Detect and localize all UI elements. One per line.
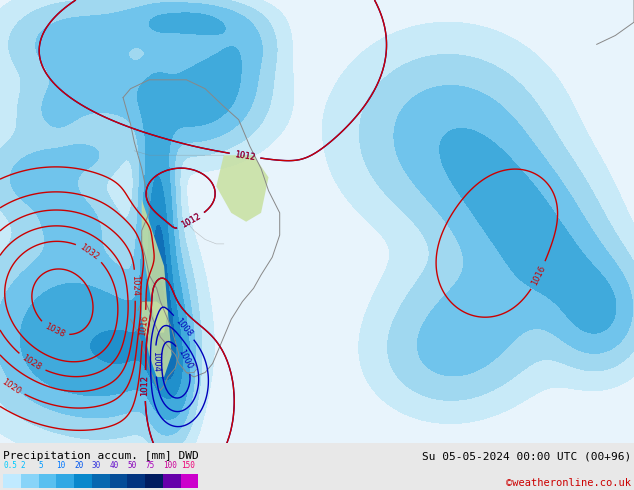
Bar (181, 474, 198, 488)
Text: 100: 100 (163, 461, 177, 470)
Text: 1012: 1012 (179, 212, 202, 230)
Bar (163, 474, 181, 488)
Text: 1028: 1028 (20, 353, 43, 372)
Text: 1012: 1012 (179, 212, 202, 230)
Text: 50: 50 (127, 461, 137, 470)
Polygon shape (142, 199, 168, 333)
Text: 2: 2 (21, 461, 25, 470)
Text: 1012: 1012 (141, 375, 150, 396)
Bar (127, 474, 145, 488)
Text: 1032: 1032 (79, 242, 101, 262)
Bar (74, 474, 92, 488)
Text: 10: 10 (56, 461, 66, 470)
Polygon shape (142, 301, 172, 377)
Text: 1016: 1016 (530, 264, 547, 287)
Text: 0.5: 0.5 (3, 461, 17, 470)
Text: 1012: 1012 (141, 375, 150, 396)
Text: 1024: 1024 (130, 274, 139, 296)
Bar (110, 474, 127, 488)
Bar (145, 474, 163, 488)
Text: 20: 20 (74, 461, 84, 470)
Bar (39, 474, 56, 488)
Text: 75: 75 (145, 461, 155, 470)
Bar (56, 474, 74, 488)
Bar (21, 474, 39, 488)
Bar (92, 474, 110, 488)
Text: 150: 150 (181, 461, 195, 470)
Text: 1020: 1020 (0, 377, 22, 396)
Text: 30: 30 (92, 461, 101, 470)
Text: Precipitation accum. [mm] DWD: Precipitation accum. [mm] DWD (3, 451, 199, 462)
Text: 1000: 1000 (176, 348, 194, 370)
Text: Su 05-05-2024 00:00 UTC (00+96): Su 05-05-2024 00:00 UTC (00+96) (422, 451, 631, 462)
Text: 1004: 1004 (151, 350, 160, 371)
Bar (3, 474, 21, 488)
Text: 1016: 1016 (138, 314, 150, 336)
Text: 1038: 1038 (42, 322, 66, 340)
Text: 5: 5 (39, 461, 43, 470)
Polygon shape (216, 155, 269, 221)
Text: 40: 40 (110, 461, 119, 470)
Text: 1012: 1012 (234, 149, 256, 162)
Text: ©weatheronline.co.uk: ©weatheronline.co.uk (506, 478, 631, 488)
Text: 1012: 1012 (234, 149, 256, 162)
Text: 1008: 1008 (174, 317, 194, 339)
